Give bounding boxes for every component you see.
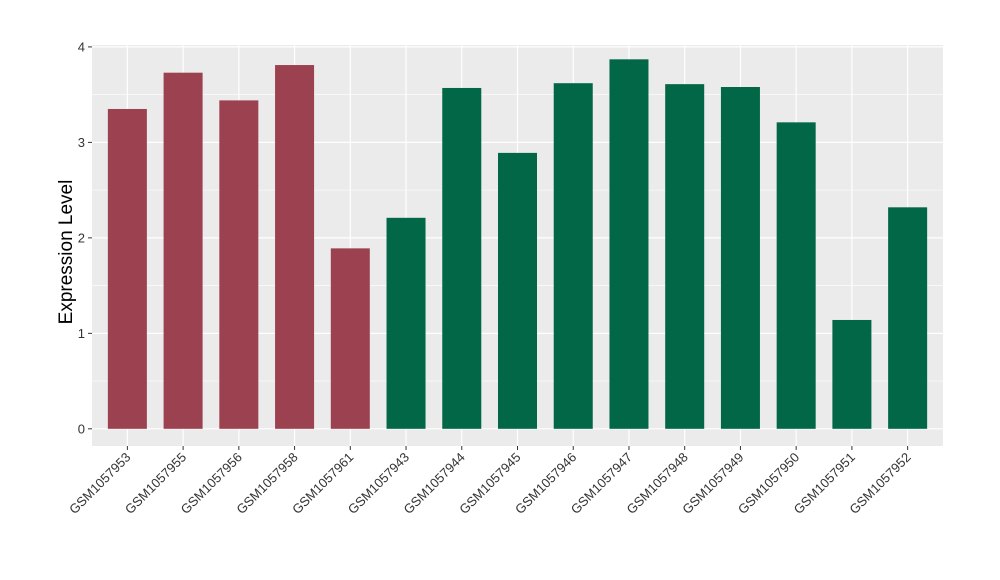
- bar-GSM1057958: [275, 65, 315, 429]
- y-tick-label: 4: [78, 39, 85, 54]
- y-axis: 0 1 2 3 4: [78, 39, 92, 436]
- bar-GSM1057951: [832, 319, 872, 429]
- bar-GSM1057956: [219, 100, 259, 429]
- x-axis: GSM1057953GSM1057955GSM1057956GSM1057958…: [66, 446, 914, 517]
- bar-GSM1057948: [665, 84, 705, 429]
- bar-GSM1057946: [553, 83, 593, 429]
- y-tick-label: 2: [78, 230, 85, 245]
- bars: [107, 59, 928, 429]
- y-axis-title: Expression Level: [56, 180, 77, 325]
- bar-GSM1057961: [330, 248, 370, 429]
- y-tick-label: 1: [78, 326, 85, 341]
- bar-GSM1057950: [776, 122, 816, 429]
- y-tick-label: 0: [78, 421, 85, 436]
- bar-GSM1057945: [497, 152, 538, 429]
- bar-GSM1057955: [163, 72, 203, 429]
- bar-GSM1057952: [888, 207, 928, 429]
- bar-GSM1057949: [720, 87, 760, 429]
- y-tick-label: 3: [78, 135, 85, 150]
- bar-GSM1057943: [386, 217, 426, 429]
- bar-GSM1057953: [107, 108, 147, 429]
- bar-GSM1057944: [442, 87, 482, 429]
- bar-GSM1057947: [609, 59, 649, 429]
